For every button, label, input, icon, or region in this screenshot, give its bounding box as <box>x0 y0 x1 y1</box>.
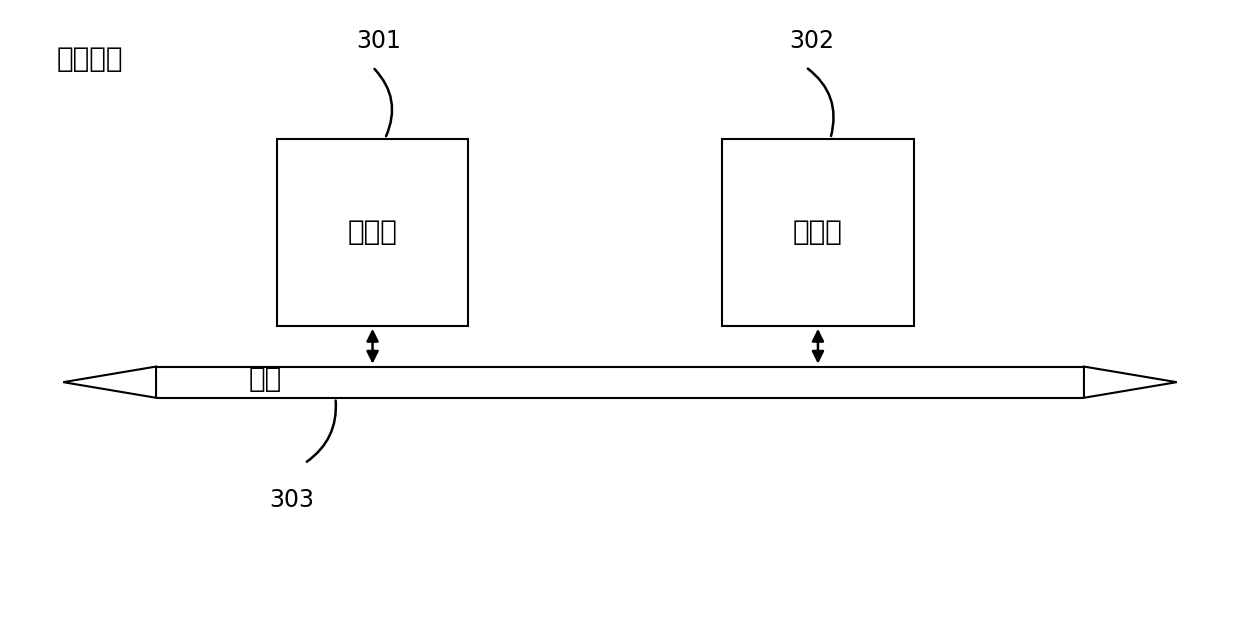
Text: 303: 303 <box>269 488 315 512</box>
Polygon shape <box>1084 367 1177 398</box>
Text: 处理器: 处理器 <box>347 218 398 246</box>
Text: 存储器: 存储器 <box>794 218 843 246</box>
Bar <box>277 139 469 326</box>
Text: 301: 301 <box>356 29 402 53</box>
Bar <box>722 139 914 326</box>
Text: 302: 302 <box>790 29 835 53</box>
Text: 电子设备: 电子设备 <box>57 45 124 73</box>
Text: 总线: 总线 <box>249 365 281 393</box>
Polygon shape <box>63 367 156 398</box>
